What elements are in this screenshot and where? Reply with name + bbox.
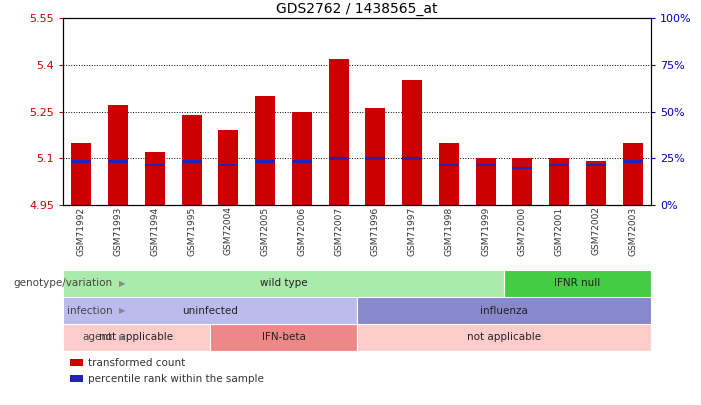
Bar	[475, 164, 496, 166]
Text: uninfected: uninfected	[182, 305, 238, 315]
Bar	[72, 143, 92, 205]
Text: influenza: influenza	[480, 305, 528, 315]
Bar	[145, 164, 165, 166]
Bar	[549, 164, 569, 166]
Bar	[210, 324, 357, 351]
Title: GDS2762 / 1438565_at: GDS2762 / 1438565_at	[276, 2, 437, 15]
Text: percentile rank within the sample: percentile rank within the sample	[88, 373, 264, 384]
Bar	[439, 164, 459, 166]
Bar	[108, 105, 128, 205]
Bar	[218, 130, 238, 205]
Bar	[292, 160, 312, 163]
Bar	[549, 158, 569, 205]
Bar	[622, 160, 643, 163]
Bar	[357, 324, 651, 351]
Bar	[504, 270, 651, 297]
Text: infection: infection	[67, 305, 113, 315]
Text: IFNR null: IFNR null	[554, 279, 601, 288]
Bar	[292, 111, 312, 205]
Text: ▶: ▶	[118, 306, 125, 315]
Bar	[475, 158, 496, 205]
Bar	[108, 160, 128, 163]
Bar	[218, 164, 238, 166]
Text: agent: agent	[83, 333, 113, 343]
Text: IFN-beta: IFN-beta	[261, 333, 306, 343]
Text: ▶: ▶	[118, 279, 125, 288]
Bar	[63, 324, 210, 351]
Text: genotype/variation: genotype/variation	[14, 279, 113, 288]
Bar	[329, 157, 348, 160]
Bar	[145, 152, 165, 205]
Bar	[182, 160, 202, 163]
Bar	[255, 160, 275, 163]
Text: wild type: wild type	[259, 279, 307, 288]
Bar	[622, 143, 643, 205]
Bar	[586, 164, 606, 166]
Bar	[357, 297, 651, 324]
Bar	[402, 157, 422, 160]
Bar	[63, 297, 357, 324]
Bar	[365, 157, 386, 160]
Bar	[512, 167, 533, 169]
Bar	[63, 270, 504, 297]
Bar	[586, 161, 606, 205]
Bar	[329, 58, 348, 205]
Bar	[512, 158, 533, 205]
Bar	[365, 109, 386, 205]
Text: transformed count: transformed count	[88, 358, 185, 368]
Text: ▶: ▶	[118, 333, 125, 342]
Text: not applicable: not applicable	[100, 333, 174, 343]
Bar	[182, 115, 202, 205]
Bar	[439, 143, 459, 205]
Text: not applicable: not applicable	[467, 333, 541, 343]
Bar	[402, 80, 422, 205]
Bar	[255, 96, 275, 205]
Bar	[72, 160, 92, 163]
